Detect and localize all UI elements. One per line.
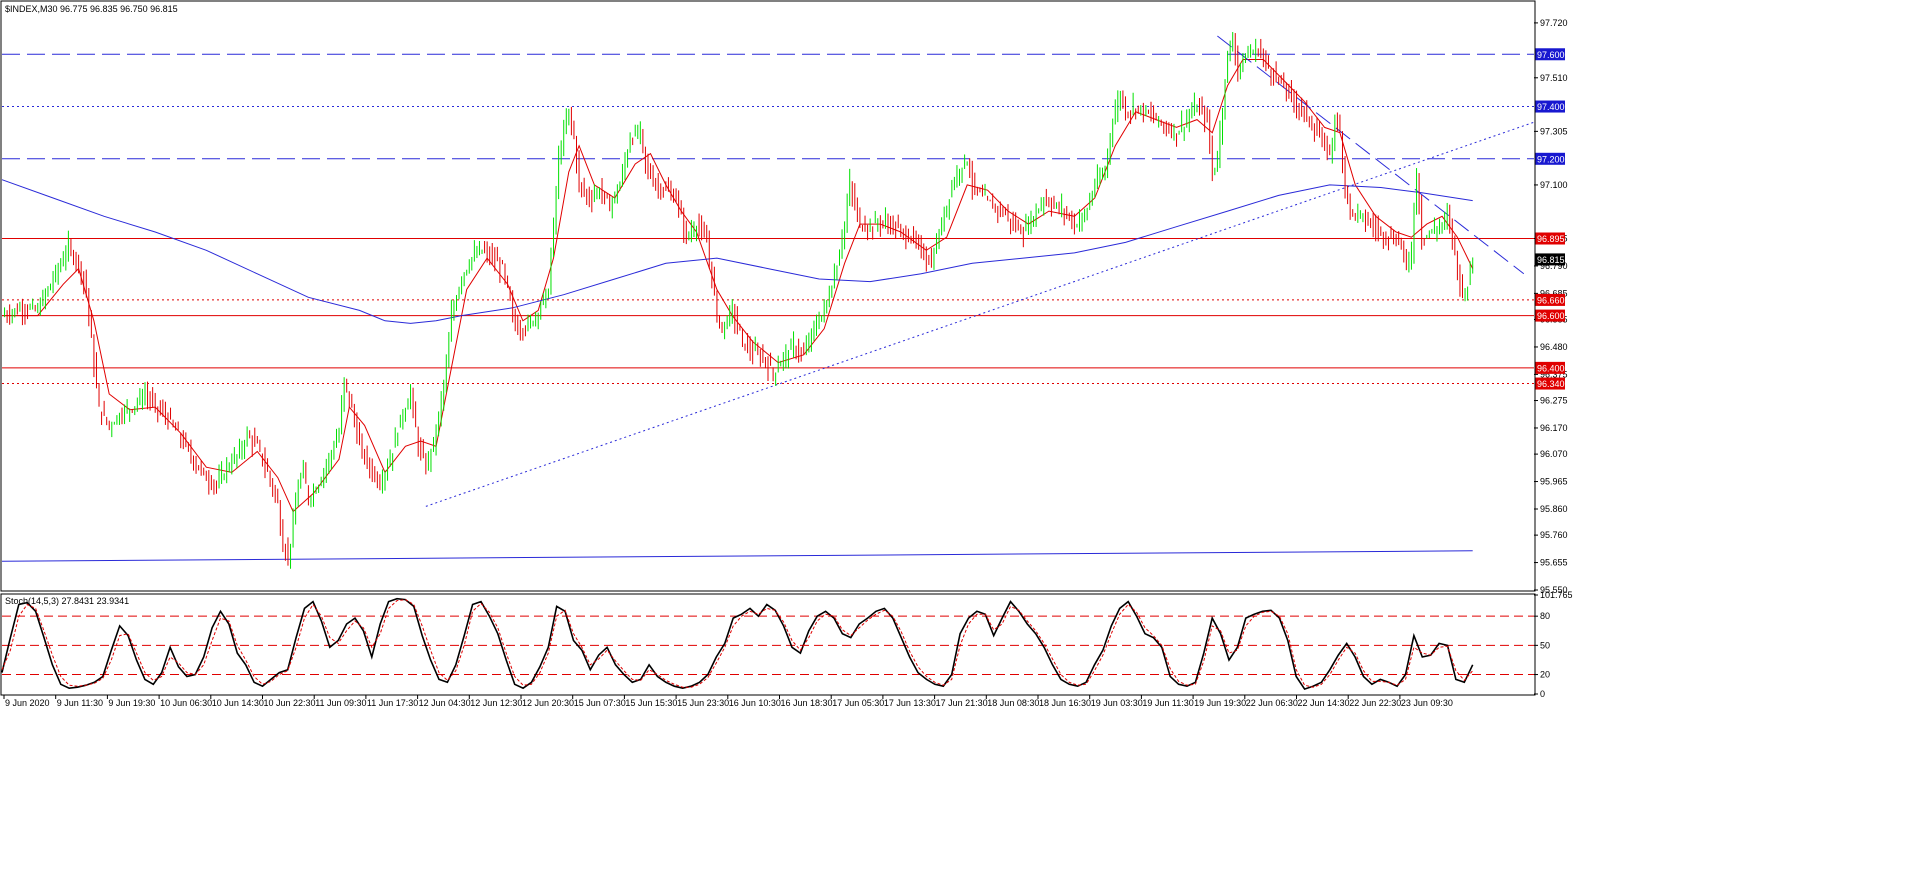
time-tick-label: 10 Jun 06:30 bbox=[160, 698, 212, 708]
main-chart-title: $INDEX,M30 96.775 96.835 96.750 96.815 bbox=[5, 4, 178, 14]
time-tick-label: 18 Jun 08:30 bbox=[987, 698, 1039, 708]
price-tick-label: 96.070 bbox=[1540, 449, 1568, 459]
time-tick-label: 10 Jun 14:30 bbox=[212, 698, 264, 708]
level-label: 97.400 bbox=[1537, 102, 1565, 112]
moving-averages bbox=[1, 59, 1474, 562]
time-tick-label: 9 Jun 19:30 bbox=[108, 698, 155, 708]
level-label: 97.600 bbox=[1537, 50, 1565, 60]
time-tick-label: 17 Jun 13:30 bbox=[884, 698, 936, 708]
level-label-box bbox=[1535, 152, 1565, 165]
level-label: 97.200 bbox=[1537, 154, 1565, 164]
time-tick-label: 15 Jun 15:30 bbox=[625, 698, 677, 708]
main-panel-frame bbox=[0, 0, 1536, 592]
stoch-main-line bbox=[1, 597, 1474, 691]
level-label: 96.400 bbox=[1537, 363, 1565, 373]
time-tick-label: 11 Jun 17:30 bbox=[367, 698, 418, 708]
price-tick-label: 95.655 bbox=[1540, 558, 1568, 568]
time-tick-label: 15 Jun 07:30 bbox=[574, 698, 626, 708]
stoch-tick-label: 0 bbox=[1540, 689, 1545, 699]
moving-average-3 bbox=[1, 550, 1473, 562]
stoch-panel-frame bbox=[0, 593, 1536, 696]
level-label-box bbox=[1535, 309, 1565, 322]
price-tick-label: 95.760 bbox=[1540, 530, 1568, 540]
price-axis: 97.720 97.510 97.305 97.100 96.895 96.790 96.6… bbox=[1534, 18, 1568, 595]
time-tick-label: 17 Jun 21:30 bbox=[936, 698, 988, 708]
time-tick-label: 22 Jun 22:30 bbox=[1349, 698, 1401, 708]
price-tick-label: 96.375 bbox=[1540, 369, 1568, 379]
time-tick-label: 10 Jun 22:30 bbox=[264, 698, 316, 708]
stoch-tick-label: 80 bbox=[1540, 611, 1550, 621]
time-tick-label: 12 Jun 12:30 bbox=[470, 698, 522, 708]
time-tick-label: 15 Jun 23:30 bbox=[677, 698, 729, 708]
level-label: 96.895 bbox=[1537, 234, 1565, 244]
price-tick-label: 96.790 bbox=[1540, 261, 1568, 271]
price-tick-label: 96.170 bbox=[1540, 423, 1568, 433]
price-tick-label: 95.965 bbox=[1540, 477, 1568, 487]
price-tick-label: 97.100 bbox=[1540, 180, 1568, 190]
level-label-box bbox=[1535, 293, 1565, 306]
moving-average-2 bbox=[1, 179, 1473, 324]
time-tick-label: 12 Jun 20:30 bbox=[522, 698, 574, 708]
price-tick-label: 95.860 bbox=[1540, 504, 1568, 514]
stoch-signal-line bbox=[1, 599, 1474, 688]
time-tick-label: 9 Jun 11:30 bbox=[57, 698, 103, 708]
level-label-box bbox=[1535, 361, 1565, 374]
current-price-box bbox=[1535, 253, 1565, 266]
time-tick-label: 12 Jun 04:30 bbox=[419, 698, 471, 708]
time-tick-label: 23 Jun 09:30 bbox=[1401, 698, 1453, 708]
price-tick-label: 96.480 bbox=[1540, 342, 1568, 352]
time-tick-label: 22 Jun 06:30 bbox=[1246, 698, 1298, 708]
level-label-box bbox=[1535, 232, 1565, 245]
moving-average-1 bbox=[2, 59, 1474, 513]
level-label: 96.660 bbox=[1537, 295, 1565, 305]
price-tick-label: 97.510 bbox=[1540, 73, 1568, 83]
time-axis: 9 Jun 2020 9 Jun 11:30 9 Jun 19:30 10 Jun 0… bbox=[3, 695, 1453, 708]
time-tick-label: 17 Jun 05:30 bbox=[832, 698, 884, 708]
current-price-label: 96.815 bbox=[1537, 255, 1565, 265]
stoch-tick-label: 50 bbox=[1540, 640, 1550, 650]
stochastic-panel: 101.765 80 50 20 0 bbox=[1, 590, 1573, 699]
time-tick-label: 18 Jun 16:30 bbox=[1039, 698, 1091, 708]
level-label: 96.340 bbox=[1537, 379, 1565, 389]
price-tick-label: 96.685 bbox=[1540, 288, 1568, 298]
price-tick-label: 97.305 bbox=[1540, 126, 1568, 136]
candles bbox=[4, 32, 1474, 569]
stoch-tick-label: 101.765 bbox=[1540, 590, 1573, 600]
time-tick-label: 11 Jun 09:30 bbox=[315, 698, 366, 708]
level-label: 96.600 bbox=[1537, 311, 1565, 321]
time-tick-label: 22 Jun 14:30 bbox=[1298, 698, 1350, 708]
stoch-tick-label: 20 bbox=[1540, 670, 1550, 680]
trendlines[interactable] bbox=[425, 35, 1535, 507]
price-tick-label: 95.550 bbox=[1540, 585, 1568, 595]
horizontal-levels[interactable] bbox=[2, 53, 1534, 385]
price-tick-label: 96.275 bbox=[1540, 396, 1568, 406]
stoch-title: Stoch(14,5,3) 27.8431 23.9341 bbox=[5, 596, 129, 606]
trendline-2[interactable] bbox=[1217, 35, 1525, 275]
time-tick-label: 19 Jun 03:30 bbox=[1091, 698, 1143, 708]
time-tick-label: 16 Jun 10:30 bbox=[729, 698, 781, 708]
time-tick-label: 19 Jun 11:30 bbox=[1142, 698, 1193, 708]
level-label-box bbox=[1535, 48, 1565, 61]
price-tick-label: 97.720 bbox=[1540, 18, 1568, 28]
level-label-box bbox=[1535, 100, 1565, 113]
time-tick-label: 9 Jun 2020 bbox=[5, 698, 50, 708]
level-label-box bbox=[1535, 377, 1565, 390]
time-tick-label: 16 Jun 18:30 bbox=[781, 698, 833, 708]
time-tick-label: 19 Jun 19:30 bbox=[1194, 698, 1246, 708]
trendline-1[interactable] bbox=[425, 121, 1535, 507]
